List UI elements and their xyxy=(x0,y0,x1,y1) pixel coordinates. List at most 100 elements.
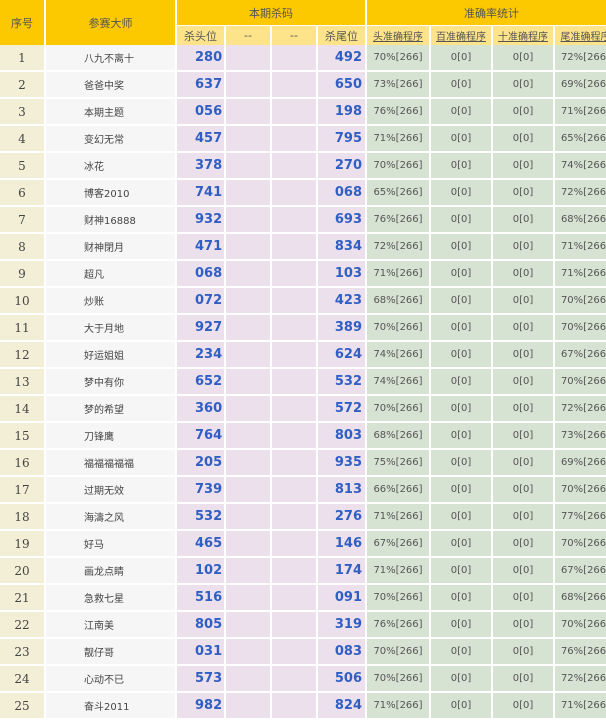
stat-cell: 70%[266] xyxy=(367,45,429,72)
stat-cell: 70%[266] xyxy=(367,153,429,180)
stat-cell: 0[0] xyxy=(431,45,491,72)
kill-tail: 276 xyxy=(318,504,365,531)
kill-tail: 423 xyxy=(318,288,365,315)
kill-head: 982 xyxy=(177,693,224,720)
stat-cell: 0[0] xyxy=(493,342,553,369)
kill-empty xyxy=(226,153,270,180)
stat-cell: 71%[266] xyxy=(367,693,429,720)
stat-cell: 0[0] xyxy=(493,180,553,207)
kill-empty xyxy=(226,531,270,558)
kill-tail: 624 xyxy=(318,342,365,369)
header-index: 序号 xyxy=(0,0,44,45)
kill-head: 471 xyxy=(177,234,224,261)
master-name: 冰花 xyxy=(46,153,175,180)
stat-cell: 71%[266] xyxy=(555,261,606,288)
kill-empty xyxy=(226,450,270,477)
stat-cell: 0[0] xyxy=(493,612,553,639)
kill-tail: 083 xyxy=(318,639,365,666)
table-row: 11 大于月地 927 389 70%[266] 0[0] 0[0] 70%[266] xyxy=(0,315,606,342)
stat-cell: 0[0] xyxy=(493,639,553,666)
kill-empty xyxy=(272,666,316,693)
kill-empty xyxy=(272,450,316,477)
kill-tail: 198 xyxy=(318,99,365,126)
kill-tail: 146 xyxy=(318,531,365,558)
master-name: 变幻无常 xyxy=(46,126,175,153)
stat-cell: 0[0] xyxy=(431,72,491,99)
master-name: 超凡 xyxy=(46,261,175,288)
table-row: 15 刀锋鹰 764 803 68%[266] 0[0] 0[0] 73%[266] xyxy=(0,423,606,450)
stat-cell: 0[0] xyxy=(431,315,491,342)
kill-empty xyxy=(272,153,316,180)
stat-cell: 0[0] xyxy=(431,396,491,423)
stat-cell: 0[0] xyxy=(431,369,491,396)
stat-cell: 71%[266] xyxy=(555,99,606,126)
row-index: 6 xyxy=(0,180,44,207)
row-index: 25 xyxy=(0,693,44,720)
kill-head: 102 xyxy=(177,558,224,585)
stat-cell: 74%[266] xyxy=(367,342,429,369)
kill-empty xyxy=(272,234,316,261)
stat-cell: 76%[266] xyxy=(367,99,429,126)
kill-tail: 693 xyxy=(318,207,365,234)
row-index: 4 xyxy=(0,126,44,153)
header-stat-group: 准确率统计 xyxy=(367,0,606,25)
row-index: 10 xyxy=(0,288,44,315)
stat-cell: 0[0] xyxy=(493,450,553,477)
master-name: 梦中有你 xyxy=(46,369,175,396)
kill-head: 465 xyxy=(177,531,224,558)
stat-cell: 0[0] xyxy=(493,99,553,126)
header-stat-ten-link[interactable]: 十准确程序 xyxy=(498,32,548,43)
stat-cell: 0[0] xyxy=(431,288,491,315)
stat-cell: 70%[266] xyxy=(555,369,606,396)
master-name: 博客2010 xyxy=(46,180,175,207)
stat-cell: 66%[266] xyxy=(367,477,429,504)
stat-cell: 0[0] xyxy=(431,234,491,261)
kill-empty xyxy=(226,72,270,99)
kill-head: 280 xyxy=(177,45,224,72)
kill-head: 805 xyxy=(177,612,224,639)
table-row: 17 过期无效 739 813 66%[266] 0[0] 0[0] 70%[266] xyxy=(0,477,606,504)
master-name: 福福福福福 xyxy=(46,450,175,477)
kill-empty xyxy=(226,477,270,504)
row-index: 19 xyxy=(0,531,44,558)
header-stat-tail-link[interactable]: 尾准确程序 xyxy=(560,32,606,43)
table-row: 16 福福福福福 205 935 75%[266] 0[0] 0[0] 69%[266] xyxy=(0,450,606,477)
kill-head: 031 xyxy=(177,639,224,666)
stat-cell: 0[0] xyxy=(431,423,491,450)
kill-empty xyxy=(226,369,270,396)
kill-empty xyxy=(226,396,270,423)
stat-cell: 0[0] xyxy=(493,396,553,423)
kill-tail: 935 xyxy=(318,450,365,477)
kill-empty xyxy=(272,504,316,531)
stat-cell: 73%[266] xyxy=(555,423,606,450)
kill-empty xyxy=(272,72,316,99)
stat-cell: 0[0] xyxy=(431,693,491,720)
stat-cell: 0[0] xyxy=(493,261,553,288)
header-stat-hundred-link[interactable]: 百准确程序 xyxy=(436,32,486,43)
stat-cell: 71%[266] xyxy=(367,558,429,585)
kill-empty xyxy=(226,423,270,450)
header-stat-head-link[interactable]: 头准确程序 xyxy=(373,32,423,43)
kill-head: 360 xyxy=(177,396,224,423)
table-row: 7 财神16888 932 693 76%[266] 0[0] 0[0] 68%[266] xyxy=(0,207,606,234)
table-row: 22 江南美 805 319 76%[266] 0[0] 0[0] 70%[266] xyxy=(0,612,606,639)
kill-empty xyxy=(272,315,316,342)
master-name: 好马 xyxy=(46,531,175,558)
stat-cell: 68%[266] xyxy=(367,423,429,450)
stat-cell: 68%[266] xyxy=(555,585,606,612)
table-row: 21 急救七星 516 091 70%[266] 0[0] 0[0] 68%[266] xyxy=(0,585,606,612)
kill-head: 741 xyxy=(177,180,224,207)
master-name: 财神16888 xyxy=(46,207,175,234)
table-row: 13 梦中有你 652 532 74%[266] 0[0] 0[0] 70%[266] xyxy=(0,369,606,396)
master-name: 大于月地 xyxy=(46,315,175,342)
stat-cell: 72%[266] xyxy=(555,45,606,72)
kill-head: 056 xyxy=(177,99,224,126)
stat-cell: 70%[266] xyxy=(367,639,429,666)
kill-empty xyxy=(226,315,270,342)
master-name: 梦的希望 xyxy=(46,396,175,423)
kill-tail: 506 xyxy=(318,666,365,693)
table-row: 8 财神閉月 471 834 72%[266] 0[0] 0[0] 71%[266] xyxy=(0,234,606,261)
table-row: 20 画龙点睛 102 174 71%[266] 0[0] 0[0] 67%[266] xyxy=(0,558,606,585)
stat-cell: 0[0] xyxy=(493,207,553,234)
row-index: 7 xyxy=(0,207,44,234)
